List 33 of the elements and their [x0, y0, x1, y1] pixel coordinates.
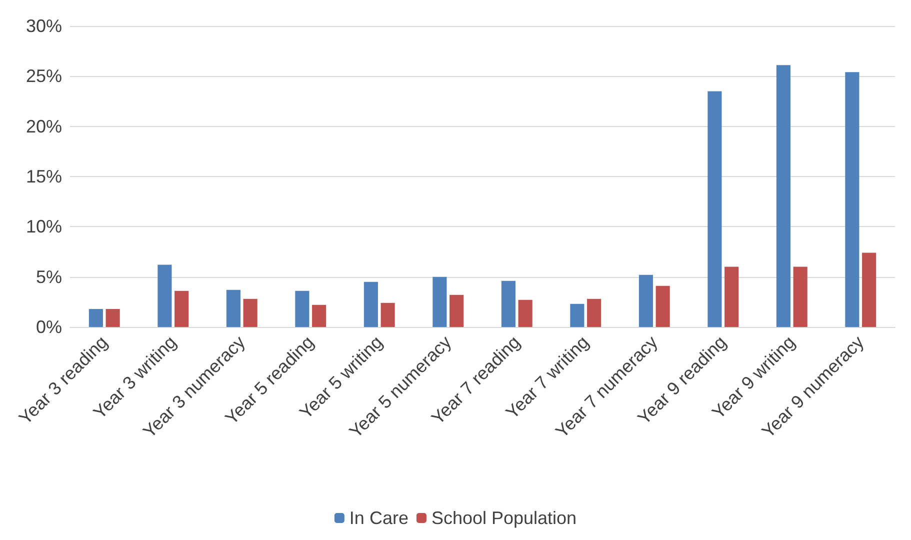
- y-tick-label: 25%: [26, 66, 62, 86]
- y-tick-label: 15%: [26, 166, 62, 186]
- bar: [88, 308, 103, 327]
- bar: [174, 290, 189, 327]
- bar: [845, 72, 860, 327]
- bar: [312, 304, 326, 327]
- bar: [501, 280, 516, 327]
- bar: [243, 298, 258, 327]
- bar: [793, 266, 808, 327]
- bar: [364, 282, 378, 327]
- bar: [708, 91, 722, 327]
- bar: [776, 65, 790, 327]
- y-tick-label: 30%: [26, 16, 62, 36]
- y-tick-label: 0%: [36, 317, 62, 337]
- bar: [656, 286, 670, 327]
- bar: [724, 266, 739, 327]
- y-tick-label: 20%: [26, 116, 62, 136]
- bar: [638, 274, 653, 327]
- legend-label: School Population: [431, 508, 577, 528]
- bar: [518, 300, 532, 327]
- bar: [380, 302, 395, 327]
- legend-label: In Care: [349, 508, 408, 528]
- bar: [226, 290, 240, 327]
- bar: [587, 298, 602, 327]
- bar: [450, 294, 464, 327]
- bar: [158, 264, 172, 327]
- y-tick-label: 5%: [36, 266, 62, 287]
- bar: [432, 276, 447, 327]
- bar: [570, 304, 584, 327]
- bar: [862, 252, 876, 327]
- y-tick-label: 10%: [26, 216, 62, 237]
- bar: [295, 290, 310, 327]
- bar: [106, 308, 120, 327]
